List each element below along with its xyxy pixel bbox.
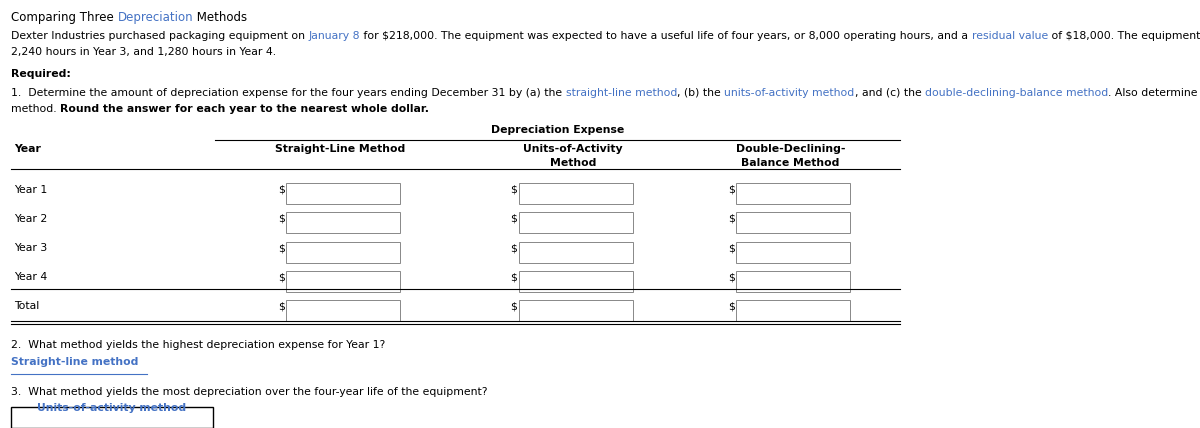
Bar bbox=[286, 242, 400, 262]
Bar bbox=[11, 407, 212, 428]
Text: residual value: residual value bbox=[972, 30, 1048, 41]
Text: Year 1: Year 1 bbox=[14, 185, 47, 195]
Text: $: $ bbox=[277, 185, 284, 195]
Bar bbox=[286, 300, 400, 321]
Text: 1.  Determine the amount of depreciation expense for the four years ending Decem: 1. Determine the amount of depreciation … bbox=[11, 87, 565, 98]
Text: $: $ bbox=[510, 301, 517, 312]
Bar bbox=[736, 212, 850, 233]
Text: Depreciation: Depreciation bbox=[118, 11, 193, 24]
Text: for $218,000. The equipment was expected to have a useful life of four years, or: for $218,000. The equipment was expected… bbox=[360, 30, 972, 41]
Bar bbox=[518, 212, 632, 233]
Bar bbox=[286, 212, 400, 233]
Text: $: $ bbox=[510, 243, 517, 253]
Text: $: $ bbox=[277, 243, 284, 253]
Bar bbox=[286, 271, 400, 291]
Text: Dexter Industries purchased packaging equipment on: Dexter Industries purchased packaging eq… bbox=[11, 30, 308, 41]
Text: Depreciation Expense: Depreciation Expense bbox=[491, 125, 624, 135]
Text: Year 4: Year 4 bbox=[14, 272, 47, 282]
Text: , (b) the: , (b) the bbox=[677, 87, 725, 98]
Text: Required:: Required: bbox=[11, 69, 71, 80]
Bar bbox=[736, 271, 850, 291]
Text: Balance Method: Balance Method bbox=[742, 158, 840, 168]
Bar bbox=[518, 300, 632, 321]
Text: $: $ bbox=[510, 185, 517, 195]
Text: $: $ bbox=[727, 243, 734, 253]
Text: units-of-activity method: units-of-activity method bbox=[725, 87, 854, 98]
Text: of $18,000. The equipment was used for 2,800 hours during Year 1, 1,680 hours in: of $18,000. The equipment was used for 2… bbox=[1048, 30, 1200, 41]
Text: Year 3: Year 3 bbox=[14, 243, 47, 253]
Text: $: $ bbox=[277, 301, 284, 312]
Text: $: $ bbox=[727, 301, 734, 312]
Text: $: $ bbox=[727, 214, 734, 224]
Text: Methods: Methods bbox=[193, 11, 247, 24]
Text: 2.  What method yields the highest depreciation expense for Year 1?: 2. What method yields the highest deprec… bbox=[11, 340, 385, 350]
Text: $: $ bbox=[727, 185, 734, 195]
Bar bbox=[518, 242, 632, 262]
Text: 3.  What method yields the most depreciation over the four-year life of the equi: 3. What method yields the most depreciat… bbox=[11, 387, 487, 398]
Text: Units-of-Activity: Units-of-Activity bbox=[523, 144, 623, 155]
Text: double-declining-balance method: double-declining-balance method bbox=[925, 87, 1108, 98]
Text: Double-Declining-: Double-Declining- bbox=[736, 144, 845, 155]
Text: method.: method. bbox=[11, 104, 60, 114]
Bar bbox=[518, 183, 632, 204]
Text: Round the answer for each year to the nearest whole dollar.: Round the answer for each year to the ne… bbox=[60, 104, 430, 114]
Text: $: $ bbox=[277, 214, 284, 224]
Bar bbox=[736, 242, 850, 262]
Bar bbox=[286, 183, 400, 204]
Text: Straight-line method: Straight-line method bbox=[11, 357, 138, 367]
Text: straight-line method: straight-line method bbox=[565, 87, 677, 98]
Text: January 8: January 8 bbox=[308, 30, 360, 41]
Bar bbox=[736, 183, 850, 204]
Text: Method: Method bbox=[550, 158, 596, 168]
Text: Year: Year bbox=[14, 144, 41, 155]
Bar bbox=[518, 271, 632, 291]
Text: Total: Total bbox=[14, 301, 40, 312]
Text: $: $ bbox=[510, 272, 517, 282]
Text: Year 2: Year 2 bbox=[14, 214, 47, 224]
Bar bbox=[736, 300, 850, 321]
Text: , and (c) the: , and (c) the bbox=[854, 87, 925, 98]
Text: Straight-Line Method: Straight-Line Method bbox=[275, 144, 406, 155]
Text: 2,240 hours in Year 3, and 1,280 hours in Year 4.: 2,240 hours in Year 3, and 1,280 hours i… bbox=[11, 47, 276, 57]
Text: Comparing Three: Comparing Three bbox=[11, 11, 118, 24]
Text: $: $ bbox=[277, 272, 284, 282]
Text: Units-of-activity method: Units-of-activity method bbox=[37, 403, 186, 413]
Text: $: $ bbox=[510, 214, 517, 224]
Text: $: $ bbox=[727, 272, 734, 282]
Text: . Also determine the total depreciation expense for the four years by each: . Also determine the total depreciation … bbox=[1108, 87, 1200, 98]
